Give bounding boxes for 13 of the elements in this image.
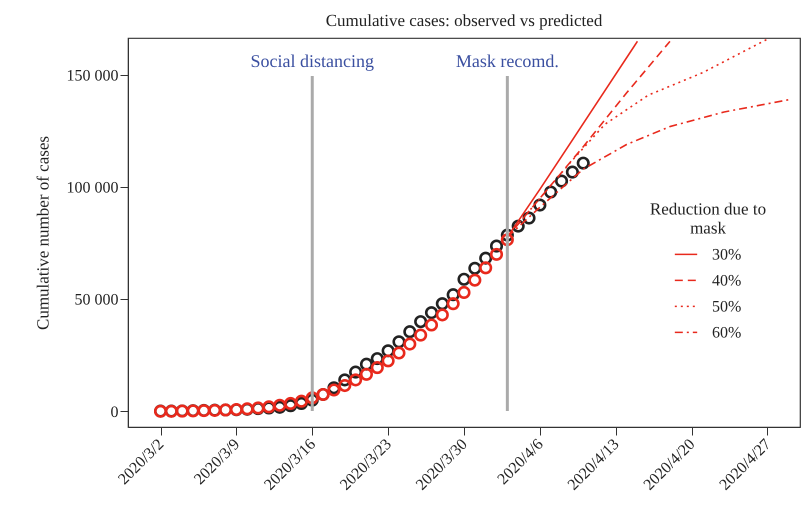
y-tick-label: 0 (110, 404, 118, 421)
y-tick-label: 150 000 (66, 67, 118, 84)
legend-label: 60% (712, 324, 742, 342)
legend-label: 50% (712, 298, 742, 316)
y-axis-title: Cumulative number of cases (34, 136, 52, 330)
ref-line-label: Social distancing (250, 51, 374, 71)
chart-title: Cumulative cases: observed vs predicted (326, 11, 603, 30)
ref-line-label: Mask recomd. (456, 51, 559, 71)
y-tick-label: 100 000 (66, 180, 118, 197)
legend-label: 40% (712, 272, 742, 290)
y-tick-label: 50 000 (74, 292, 118, 309)
legend-label: 30% (712, 246, 742, 264)
legend-title: Reduction due to mask (650, 199, 766, 238)
